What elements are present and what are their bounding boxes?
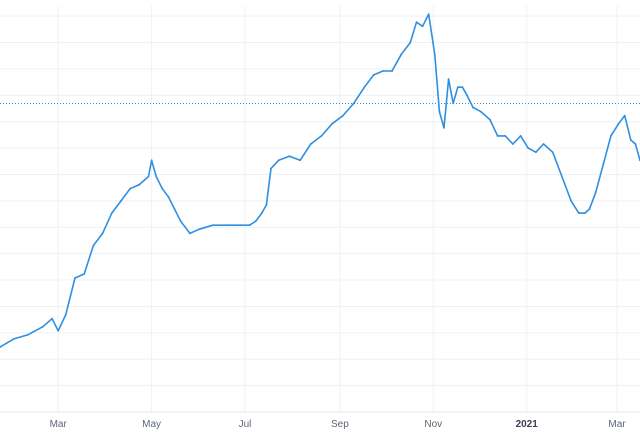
data-point <box>447 78 450 80</box>
data-point <box>512 143 514 145</box>
data-point <box>594 191 597 194</box>
data-point <box>372 74 375 76</box>
data-point <box>617 122 620 125</box>
data-point <box>489 118 491 121</box>
data-point <box>634 143 637 145</box>
data-point <box>227 224 230 227</box>
x-tick-labels: Mar May Jul Sep Nov 2021 Mar <box>50 419 627 430</box>
data-point <box>260 212 263 215</box>
data-point <box>570 200 572 202</box>
data-point <box>0 346 1 348</box>
data-point <box>26 334 29 336</box>
x-tick-label: May <box>142 419 161 430</box>
x-tick-label: 2021 <box>516 419 539 430</box>
data-point <box>342 114 344 117</box>
data-point <box>198 228 200 231</box>
data-point <box>391 70 393 72</box>
data-point <box>551 151 554 154</box>
series-line <box>0 13 640 348</box>
data-point <box>42 325 44 328</box>
data-point <box>352 102 355 105</box>
data-point <box>12 338 15 340</box>
data-point <box>602 163 605 166</box>
chart-grid <box>0 6 640 413</box>
data-point <box>577 212 580 215</box>
data-point <box>74 277 76 279</box>
data-point <box>277 159 280 162</box>
x-tick-label: Sep <box>331 419 349 430</box>
data-point <box>479 110 482 113</box>
data-point <box>309 143 312 145</box>
data-point <box>409 41 412 44</box>
data-point <box>167 195 170 198</box>
data-point <box>248 224 251 227</box>
data-point <box>189 232 191 235</box>
data-point <box>588 208 591 210</box>
data-point <box>155 175 158 178</box>
data-point <box>466 94 468 97</box>
data-point <box>179 220 182 223</box>
data-point <box>239 224 242 227</box>
data-point <box>400 53 402 56</box>
data-point <box>331 122 334 125</box>
data-point <box>150 159 153 162</box>
data-point <box>299 159 301 162</box>
data-point <box>610 135 612 137</box>
data-point <box>254 220 257 223</box>
x-tick-label: Mar <box>50 419 68 430</box>
data-point <box>415 21 418 24</box>
data-point <box>120 200 122 202</box>
data-point <box>542 143 545 145</box>
data-point <box>138 183 141 186</box>
data-point <box>443 126 445 129</box>
data-point <box>623 114 626 117</box>
data-point <box>496 135 499 137</box>
data-point <box>57 329 60 332</box>
data-point <box>92 244 95 247</box>
data-point <box>363 86 366 89</box>
data-point <box>519 135 522 137</box>
data-point <box>381 70 384 72</box>
data-point <box>270 167 272 170</box>
data-point <box>64 313 67 316</box>
data-point <box>110 212 113 215</box>
data-point <box>461 86 464 89</box>
data-point <box>173 208 176 210</box>
data-point <box>438 110 441 113</box>
data-point <box>51 317 53 320</box>
data-point <box>421 25 424 28</box>
data-point <box>101 232 104 235</box>
data-point <box>584 212 586 215</box>
data-point <box>147 175 150 178</box>
data-point <box>504 135 507 137</box>
data-point <box>433 53 436 56</box>
data-point <box>535 151 537 154</box>
data-point <box>452 102 455 105</box>
data-point <box>320 135 323 137</box>
series-layer <box>0 13 640 348</box>
data-point <box>211 224 214 227</box>
data-point <box>527 147 530 150</box>
x-tick-label: Jul <box>239 419 252 430</box>
data-point <box>161 187 164 190</box>
data-point <box>288 155 291 158</box>
x-tick-label: Mar <box>608 419 626 430</box>
data-point <box>83 273 86 275</box>
data-point <box>265 204 268 206</box>
data-point <box>456 86 459 89</box>
data-point <box>629 139 632 141</box>
data-point <box>427 13 430 16</box>
data-point <box>129 187 132 190</box>
x-tick-label: Nov <box>424 419 442 430</box>
data-point <box>472 106 474 109</box>
data-point <box>561 175 563 178</box>
